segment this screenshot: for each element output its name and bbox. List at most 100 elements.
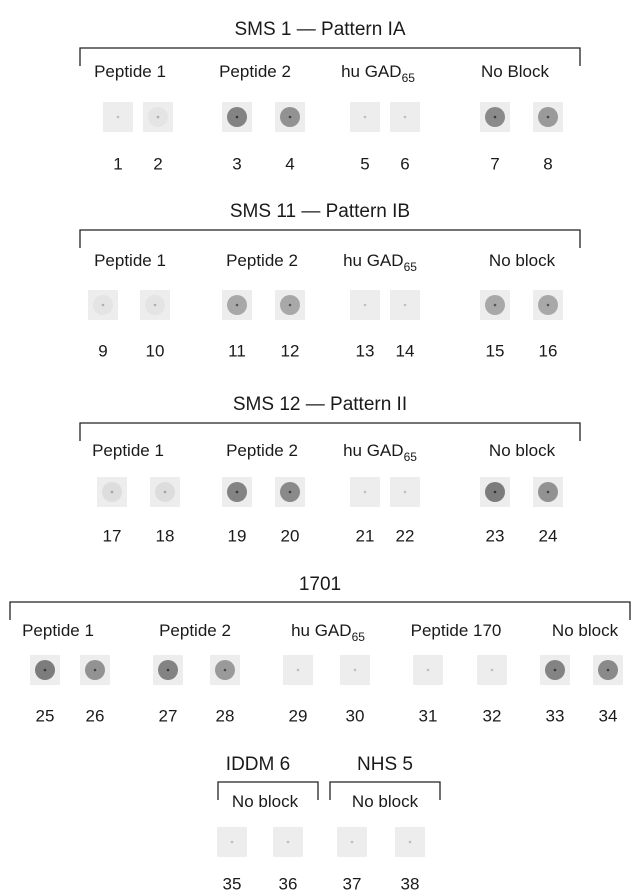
lane-number: 14: [396, 341, 415, 360]
blot-center: [547, 116, 550, 119]
blot-center: [409, 841, 412, 844]
group-label: Peptide 1: [94, 251, 166, 270]
lane-number: 31: [419, 706, 438, 725]
lane-number: 23: [486, 526, 505, 545]
blot-center: [494, 304, 497, 307]
group-label: Peptide 2: [226, 441, 298, 460]
group-label-text: No block: [352, 792, 419, 811]
blot-center: [351, 841, 354, 844]
group-label: Peptide 1: [22, 621, 94, 640]
dot-blot-figure: SMS 1 — Pattern IAPeptide 112Peptide 234…: [0, 0, 636, 893]
group-label: No block: [489, 251, 556, 270]
group-label-text: No block: [552, 621, 619, 640]
lane-number: 3: [232, 154, 241, 173]
group-label-text: Peptide 2: [159, 621, 231, 640]
lane-number: 10: [146, 341, 165, 360]
group-label-subscript: 65: [352, 630, 366, 644]
blot-center: [231, 841, 234, 844]
group-label-text: hu GAD: [343, 441, 403, 460]
group-label-subscript: 65: [404, 450, 418, 464]
lane-number: 30: [346, 706, 365, 725]
blot-center: [44, 669, 47, 672]
group-label-text: Peptide 1: [92, 441, 164, 460]
group-label: Peptide 2: [219, 62, 291, 81]
lane-number: 32: [483, 706, 502, 725]
blot-center: [607, 669, 610, 672]
blot-center: [364, 304, 367, 307]
group-label: Peptide 2: [226, 251, 298, 270]
group-label-text: Peptide 1: [22, 621, 94, 640]
group-label: Peptide 1: [92, 441, 164, 460]
panel-title: SMS 12 — Pattern II: [233, 394, 407, 415]
group-label-text: Peptide 1: [94, 251, 166, 270]
blot-center: [364, 491, 367, 494]
group-label-subscript: 65: [404, 260, 418, 274]
lane-number: 35: [223, 874, 242, 893]
panel-title: SMS 1 — Pattern IA: [234, 19, 405, 40]
group-label-text: hu GAD: [291, 621, 351, 640]
group-label: hu GAD65: [343, 441, 417, 464]
lane-number: 36: [279, 874, 298, 893]
bracket: [80, 423, 580, 441]
group-label: No block: [552, 621, 619, 640]
lane-number: 11: [228, 341, 246, 360]
lane-number: 24: [539, 526, 558, 545]
group-label: No Block: [481, 62, 550, 81]
lane-number: 9: [98, 341, 107, 360]
lane-number: 1: [113, 154, 122, 173]
blot-center: [111, 491, 114, 494]
lane-number: 18: [156, 526, 175, 545]
blot-center: [154, 304, 157, 307]
panel-title: NHS 5: [357, 754, 413, 775]
blot-center: [289, 491, 292, 494]
blot-center: [224, 669, 227, 672]
lane-number: 20: [281, 526, 300, 545]
bracket: [80, 230, 580, 248]
blot-center: [404, 116, 407, 119]
lane-number: 5: [360, 154, 369, 173]
panel-title: 1701: [299, 574, 341, 595]
group-label: hu GAD65: [341, 62, 415, 85]
lane-number: 26: [86, 706, 105, 725]
blot-center: [94, 669, 97, 672]
blot-center: [236, 116, 239, 119]
lane-number: 25: [36, 706, 55, 725]
group-label-text: Peptide 1: [94, 62, 166, 81]
blot-center: [547, 491, 550, 494]
lane-number: 29: [289, 706, 308, 725]
lane-number: 28: [216, 706, 235, 725]
lane-number: 15: [486, 341, 505, 360]
group-label-text: Peptide 2: [219, 62, 291, 81]
blot-center: [404, 304, 407, 307]
lane-number: 34: [599, 706, 618, 725]
group-label-text: hu GAD: [343, 251, 403, 270]
group-label: No block: [232, 792, 299, 811]
blot-center: [289, 304, 292, 307]
blot-center: [236, 491, 239, 494]
blot-center: [236, 304, 239, 307]
blot-center: [167, 669, 170, 672]
group-label-text: Peptide 2: [226, 441, 298, 460]
group-label: Peptide 2: [159, 621, 231, 640]
panel-title: SMS 11 — Pattern IB: [230, 201, 410, 222]
group-label: Peptide 1: [94, 62, 166, 81]
lane-number: 2: [153, 154, 162, 173]
lane-number: 12: [281, 341, 300, 360]
blot-center: [491, 669, 494, 672]
lane-number: 13: [356, 341, 375, 360]
group-label-subscript: 65: [402, 71, 416, 85]
group-label: hu GAD65: [291, 621, 365, 644]
lane-number: 7: [490, 154, 499, 173]
lane-number: 4: [285, 154, 294, 173]
lane-number: 19: [228, 526, 247, 545]
group-label-text: No block: [489, 441, 556, 460]
lane-number: 21: [356, 526, 375, 545]
blot-center: [494, 491, 497, 494]
lane-number: 6: [400, 154, 409, 173]
group-label: No block: [489, 441, 556, 460]
blot-center: [427, 669, 430, 672]
group-label-text: Peptide 2: [226, 251, 298, 270]
bracket: [10, 602, 630, 620]
blot-center: [102, 304, 105, 307]
group-label-text: No block: [232, 792, 299, 811]
